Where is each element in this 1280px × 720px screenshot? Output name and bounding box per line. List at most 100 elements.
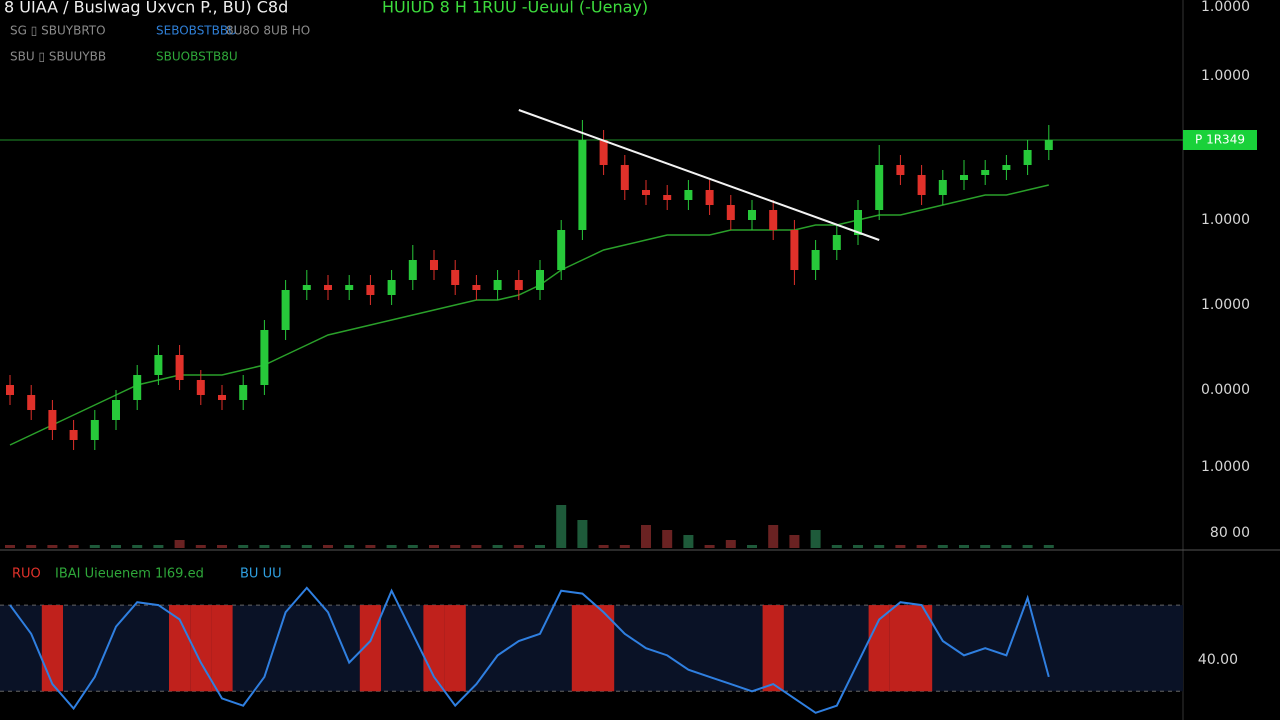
volume-bar bbox=[323, 545, 333, 548]
price-axis-label: 1.0000 bbox=[1201, 297, 1250, 313]
candle-body bbox=[960, 175, 968, 180]
volume-bar bbox=[301, 545, 312, 548]
volume-bar bbox=[683, 535, 694, 548]
candle-body bbox=[1044, 140, 1053, 150]
volume-bar bbox=[111, 545, 121, 548]
volume-bar bbox=[386, 545, 397, 548]
volume-bar bbox=[344, 545, 355, 548]
volume-bar bbox=[174, 540, 185, 548]
volume-bar bbox=[26, 545, 37, 548]
indicator-value: SEBOBSTBBU bbox=[156, 24, 237, 38]
volume-bar bbox=[429, 545, 439, 548]
volume-bar bbox=[535, 545, 545, 548]
price-axis-label: 1.0000 bbox=[1201, 212, 1250, 228]
price-tag bbox=[1183, 130, 1257, 150]
volume-bar bbox=[1001, 545, 1012, 548]
candle-body bbox=[705, 190, 714, 205]
candle-body bbox=[578, 140, 587, 230]
candle-body bbox=[408, 260, 417, 280]
rsi-signal-zone bbox=[911, 605, 933, 692]
candle-body bbox=[769, 210, 778, 230]
candle-body bbox=[1023, 150, 1032, 165]
candle-body bbox=[281, 290, 290, 330]
volume-bar bbox=[747, 545, 757, 548]
volume-bar bbox=[280, 545, 291, 548]
volume-bar bbox=[365, 545, 376, 548]
rsi-signal-zone bbox=[41, 605, 63, 692]
candle-body bbox=[472, 285, 481, 290]
volume-bar bbox=[407, 545, 418, 548]
volume-bar bbox=[577, 520, 588, 548]
volume-bar bbox=[874, 545, 885, 548]
candle-body bbox=[218, 395, 226, 400]
volume-bar bbox=[195, 545, 206, 548]
candle-body bbox=[451, 270, 460, 285]
rsi-signal-zone bbox=[593, 605, 615, 692]
volume-bar bbox=[853, 545, 863, 548]
candle-body bbox=[811, 250, 820, 270]
candle-body bbox=[430, 260, 438, 270]
candle-body bbox=[938, 180, 947, 195]
candle-body bbox=[324, 285, 332, 290]
volume-bar bbox=[895, 545, 906, 548]
rsi-signal-zone bbox=[868, 605, 890, 692]
volume-bar bbox=[492, 545, 503, 548]
trendline bbox=[518, 109, 880, 241]
candle-body bbox=[90, 420, 99, 440]
indicator-label: SBU ▯ SBUUYBB bbox=[10, 50, 106, 64]
candle-body bbox=[663, 195, 672, 200]
candle-body bbox=[790, 230, 799, 270]
volume-bar bbox=[513, 545, 524, 548]
volume-bar bbox=[916, 545, 927, 548]
candle-body bbox=[112, 400, 120, 420]
candle-body bbox=[684, 190, 693, 200]
candle-body bbox=[27, 395, 36, 410]
rsi-signal-zone bbox=[571, 605, 593, 692]
price-tag-text: P 1R349 bbox=[1195, 133, 1245, 147]
volume-bar bbox=[937, 545, 948, 548]
plot-layer: P 1R349 1.0000 1.0000 1.0000 1.0000 0.0000 1.0… bbox=[6, 0, 1257, 714]
price-axis-label: 1.0000 bbox=[1201, 68, 1250, 84]
candle-body bbox=[557, 230, 566, 270]
candle-body bbox=[536, 270, 544, 290]
volume-bar bbox=[1022, 545, 1033, 548]
volume-bar bbox=[662, 530, 673, 548]
rsi-signal-zone bbox=[211, 605, 233, 692]
indicator-value: SBUOBSTB8U bbox=[156, 50, 238, 64]
volume-bar bbox=[641, 525, 651, 548]
volume-bar bbox=[5, 545, 15, 548]
volume-bar bbox=[831, 545, 842, 548]
candle-body bbox=[620, 165, 629, 190]
candle-body bbox=[726, 205, 735, 220]
candle-body bbox=[48, 410, 57, 430]
volume-bar bbox=[789, 535, 800, 548]
rsi-line bbox=[9, 586, 1050, 714]
volume-bar bbox=[132, 545, 143, 548]
candle-body bbox=[6, 385, 14, 395]
volume-bar bbox=[959, 545, 969, 548]
volume-bar bbox=[89, 545, 100, 548]
candle-body bbox=[345, 285, 354, 290]
price-axis-label: 80 00 bbox=[1210, 525, 1250, 541]
candle-body bbox=[366, 285, 375, 295]
candle-body bbox=[854, 210, 862, 235]
volume-bar bbox=[768, 525, 779, 548]
volume-bar bbox=[619, 545, 630, 548]
volume-bar bbox=[980, 545, 991, 548]
candle-body bbox=[599, 140, 608, 165]
candle-body bbox=[832, 235, 841, 250]
candle-body bbox=[302, 285, 311, 290]
volume-bar bbox=[471, 545, 482, 548]
volume-bar bbox=[217, 545, 227, 548]
rsi-signal-zone bbox=[169, 605, 191, 692]
candle-body bbox=[133, 375, 142, 400]
volume-bar bbox=[450, 545, 461, 548]
volume-bar bbox=[259, 545, 270, 548]
volume-bar bbox=[47, 545, 58, 548]
rsi-signal-zone bbox=[423, 605, 445, 692]
symbol-title: 8 UIAA / Buslwag Uxvcn P., BU) C8d bbox=[4, 0, 288, 17]
candle-body bbox=[154, 355, 163, 375]
candle-body bbox=[1002, 165, 1011, 170]
